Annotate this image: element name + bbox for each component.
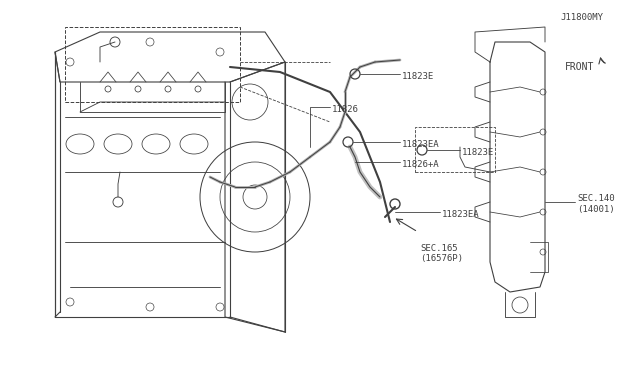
Text: 11826+A: 11826+A (402, 160, 440, 169)
Text: 11823E: 11823E (402, 71, 435, 80)
Text: 11823E: 11823E (462, 148, 494, 157)
Text: 11823EA: 11823EA (442, 209, 479, 218)
Text: 11826: 11826 (332, 105, 359, 113)
Text: FRONT: FRONT (565, 62, 595, 72)
Text: 11823EA: 11823EA (402, 140, 440, 148)
Text: SEC.140
(14001): SEC.140 (14001) (577, 194, 614, 214)
Text: SEC.165
(16576P): SEC.165 (16576P) (420, 244, 463, 263)
Bar (65, 27, 240, 102)
Bar (415, 127, 495, 172)
Text: J11800MY: J11800MY (560, 13, 603, 22)
